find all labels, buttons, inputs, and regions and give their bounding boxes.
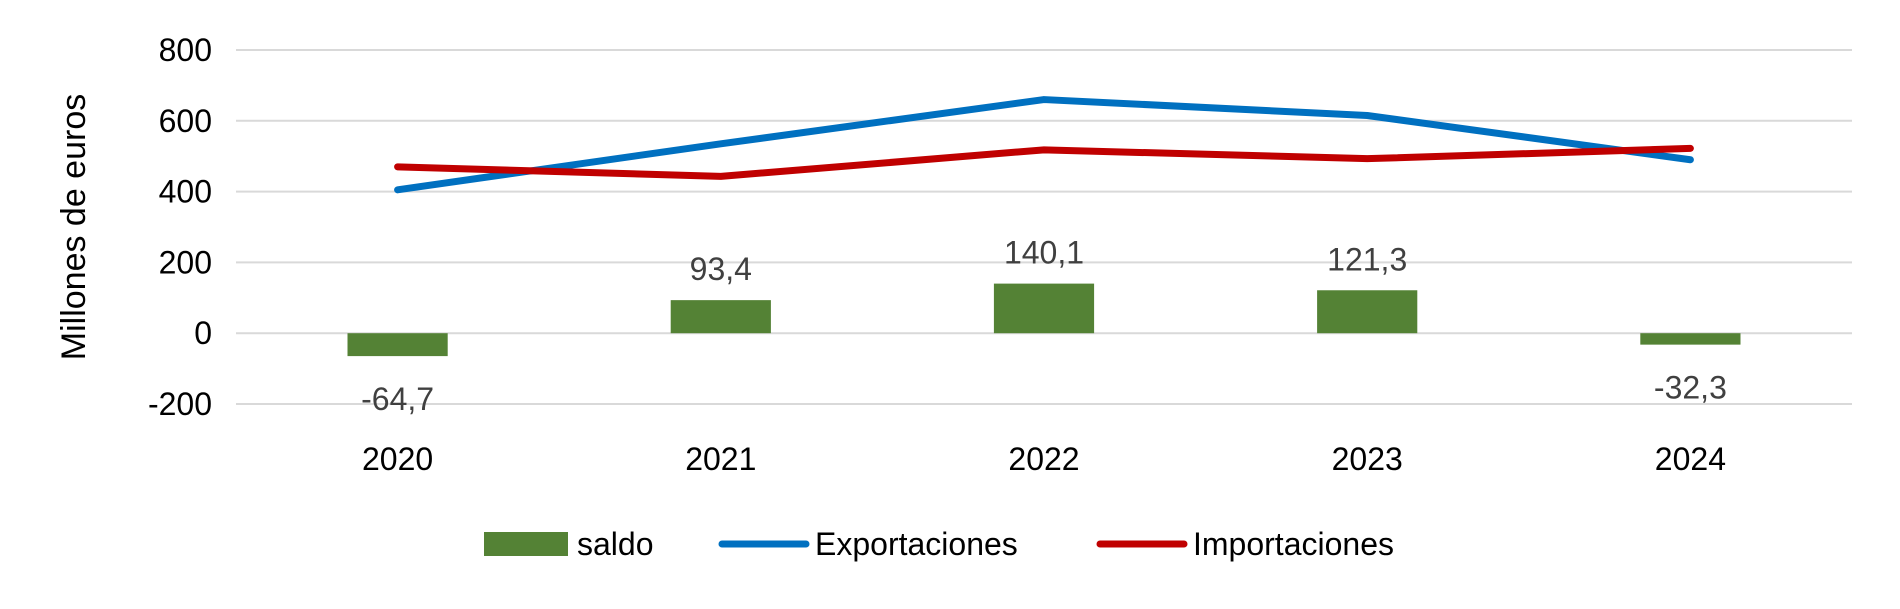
- x-axis-ticks: 2020 2021 2022 2023 2024: [362, 441, 1726, 477]
- y-axis-title: Millones de euros: [55, 94, 93, 360]
- legend-label-saldo: saldo: [577, 526, 654, 562]
- legend-label-importaciones: Importaciones: [1193, 526, 1394, 562]
- x-tick-label: 2022: [1008, 441, 1079, 477]
- legend-swatch-saldo: [484, 532, 568, 556]
- bar-saldo: [347, 333, 448, 357]
- data-label-saldo: 140,1: [1004, 235, 1084, 271]
- y-tick-label: 0: [194, 315, 212, 351]
- data-label-saldo: 93,4: [690, 251, 752, 287]
- gridlines: [236, 49, 1852, 405]
- line-importaciones: [394, 144, 1694, 180]
- y-tick-label: 600: [159, 103, 212, 139]
- bar-saldo: [1640, 333, 1741, 345]
- y-tick-label: 400: [159, 174, 212, 210]
- data-label-saldo: 121,3: [1327, 241, 1407, 277]
- x-tick-label: 2023: [1332, 441, 1403, 477]
- data-labels: -64,7 93,4 140,1 121,3 -32,3: [361, 235, 1727, 417]
- bar-saldo: [993, 283, 1095, 334]
- legend: saldo Exportaciones Importaciones: [484, 526, 1394, 562]
- bar-saldo: [1317, 290, 1418, 334]
- y-tick-label: 800: [159, 32, 212, 68]
- line-exportaciones: [394, 96, 1694, 194]
- x-tick-label: 2020: [362, 441, 433, 477]
- bar-saldo: [670, 300, 771, 334]
- data-label-saldo: -32,3: [1654, 370, 1727, 406]
- data-label-saldo: -64,7: [361, 381, 434, 417]
- legend-label-exportaciones: Exportaciones: [815, 526, 1018, 562]
- x-tick-label: 2024: [1655, 441, 1726, 477]
- series-lines: [394, 96, 1694, 194]
- saldo-bars: [347, 283, 1741, 357]
- y-axis-ticks: -200 0 200 400 600 800: [148, 32, 212, 422]
- y-tick-label: 200: [159, 244, 212, 280]
- y-tick-label: -200: [148, 386, 212, 422]
- x-tick-label: 2021: [685, 441, 756, 477]
